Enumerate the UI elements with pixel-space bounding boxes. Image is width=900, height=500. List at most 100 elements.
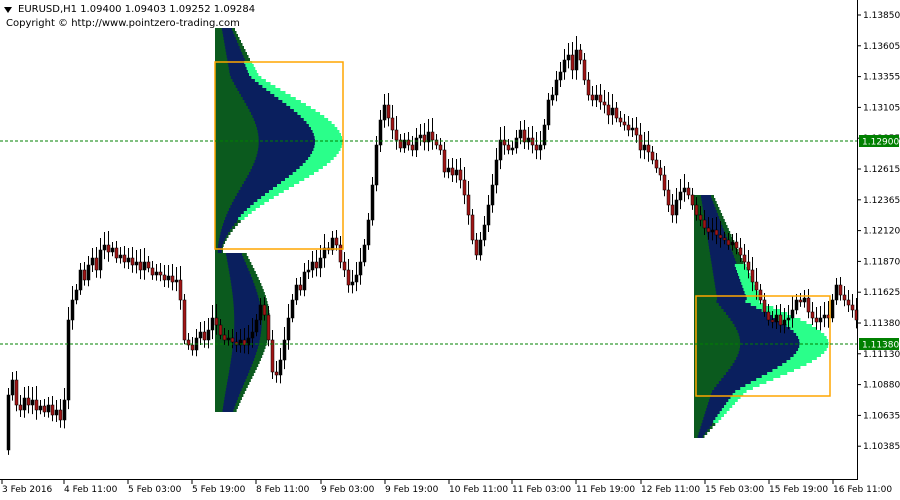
candle-body — [378, 119, 383, 146]
chart-menu-triangle-icon[interactable] — [4, 6, 12, 13]
candle-body — [106, 244, 111, 253]
profile-bar-inner — [732, 363, 788, 366]
profile-bar-inner — [255, 157, 314, 160]
profile-bar-light — [254, 79, 266, 82]
candle-body — [382, 104, 387, 121]
time-label: 15 Feb 19:00 — [769, 485, 828, 495]
profile-bar-light — [735, 390, 747, 393]
candle-body — [518, 129, 523, 139]
candle-body — [166, 275, 171, 281]
profile-bar-light — [745, 384, 760, 387]
profile-bar-inner — [235, 196, 264, 199]
profile-bar-inner — [707, 405, 726, 408]
profile-bar-light — [314, 139, 343, 142]
profile-bar-inner — [222, 409, 234, 412]
candle-body — [250, 331, 255, 339]
candle-body — [698, 214, 703, 221]
profile-bar-light — [786, 360, 812, 363]
candle-body — [590, 94, 595, 101]
profile-bar-inner — [716, 300, 749, 303]
candle-body — [70, 299, 75, 321]
profile-bar-inner — [249, 109, 299, 112]
profile-bar-inner — [716, 384, 749, 387]
chart-title-bar[interactable]: EURUSD,H1 1.09400 1.09403 1.09252 1.0928… — [4, 4, 255, 15]
candle-body — [850, 304, 855, 311]
profile-bar-light — [303, 118, 329, 121]
profile-bar-inner — [732, 321, 788, 324]
profile-bar-inner — [231, 202, 257, 205]
profile-bar-inner — [730, 366, 783, 369]
profile-bar-inner — [233, 334, 261, 337]
price-tag-upper-label: 1.12900 — [862, 138, 899, 148]
profile-bar-inner — [224, 40, 238, 43]
profile-bar-inner — [242, 184, 281, 187]
candle-body — [602, 101, 607, 106]
profile-bar-inner — [229, 367, 251, 370]
candle-body — [162, 274, 167, 281]
profile-bar-light — [253, 202, 265, 205]
candle-body — [262, 304, 267, 316]
candle-body — [146, 261, 151, 269]
profile-bar-inner — [254, 160, 312, 163]
candle-body — [646, 144, 651, 153]
profile-bar-inner — [250, 169, 302, 172]
candle-body — [542, 124, 547, 146]
price-tag-upper: 1.12900 — [859, 135, 899, 148]
profile-bar-light — [290, 106, 311, 109]
profile-bar-light — [734, 264, 747, 267]
profile-bar-light — [305, 160, 331, 163]
profile-bar-inner — [223, 406, 235, 409]
candle-body — [710, 229, 715, 233]
profile-bar-inner — [736, 327, 797, 330]
candle-body — [238, 339, 243, 346]
profile-bar-inner — [223, 34, 235, 37]
profile-bar-inner — [246, 103, 291, 106]
profile-bar-light — [767, 312, 788, 315]
candle-body — [42, 405, 47, 413]
profile-bar-inner — [698, 432, 706, 435]
profile-bar-light — [790, 327, 817, 330]
profile-bar-inner — [234, 319, 262, 322]
price-label: 1.13605 — [863, 42, 900, 52]
profile-bar-inner — [240, 94, 279, 97]
profile-bar-inner — [225, 217, 240, 220]
profile-bar-inner — [715, 288, 747, 291]
profile-bar-light — [719, 411, 727, 414]
candle-body — [290, 299, 295, 319]
profile-bar-inner — [225, 391, 241, 394]
profile-bar-inner — [716, 291, 748, 294]
profile-bar-inner — [228, 376, 247, 379]
profile-bar-inner — [231, 355, 256, 358]
candle-body — [370, 184, 375, 221]
candle-body — [102, 244, 107, 251]
profile-bar-inner — [709, 246, 731, 249]
profile-bar-inner — [711, 264, 738, 267]
candle-body — [58, 409, 63, 421]
profile-bar-light — [793, 330, 821, 333]
candle-body — [638, 134, 643, 151]
time-label: 12 Feb 11:00 — [641, 485, 700, 495]
profile-bar-inner — [228, 373, 249, 376]
candle-body — [526, 137, 531, 143]
candle-body — [730, 241, 735, 246]
profile-bar-inner — [705, 225, 723, 228]
candle-body — [578, 49, 583, 61]
profile-bar-inner — [228, 208, 249, 211]
time-label: 11 Feb 03:00 — [512, 485, 571, 495]
candle-body — [174, 279, 179, 283]
profile-bar-inner — [227, 379, 246, 382]
profile-bar-inner — [231, 352, 257, 355]
candle-body — [158, 271, 163, 276]
profile-bar-inner — [700, 426, 710, 429]
profile-bar-inner — [706, 408, 724, 411]
profile-bar-inner — [236, 193, 269, 196]
price-label: 1.12615 — [863, 165, 900, 175]
profile-bar-light — [726, 402, 736, 405]
profile-bar-light — [777, 366, 801, 369]
candle-body — [594, 94, 599, 101]
profile-bar-inner — [227, 211, 246, 214]
profile-bar-inner — [255, 121, 313, 124]
profile-bar-light — [258, 82, 271, 85]
profile-bar-inner — [708, 402, 729, 405]
